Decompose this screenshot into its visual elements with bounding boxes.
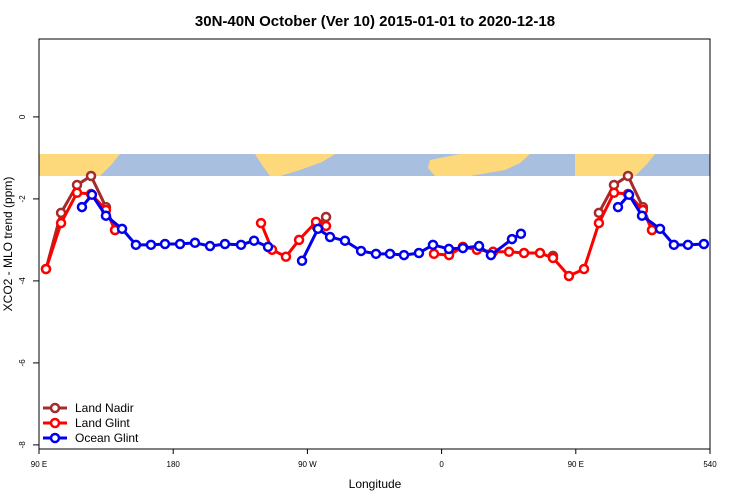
point <box>320 211 332 223</box>
x-tick-label: 90 E <box>568 460 584 469</box>
point <box>100 210 112 221</box>
point <box>506 233 518 245</box>
point <box>413 247 425 259</box>
point <box>71 187 83 198</box>
x-tick-label: 90 W <box>298 460 317 469</box>
point <box>668 239 680 251</box>
x-tick-label: 90 E <box>31 460 47 469</box>
point <box>698 238 710 250</box>
point <box>174 238 186 250</box>
series-line <box>44 173 654 270</box>
point <box>682 239 694 251</box>
point <box>159 238 171 250</box>
point <box>485 249 497 261</box>
point <box>473 240 485 252</box>
x-tick-label: 0 <box>439 460 444 469</box>
y-tick-label: -8 <box>18 441 27 449</box>
point <box>255 217 267 229</box>
point <box>235 239 247 251</box>
point <box>370 248 382 260</box>
point <box>384 248 396 260</box>
point <box>515 228 527 239</box>
point <box>428 248 440 260</box>
point <box>646 224 658 236</box>
y-tick-label: 0 <box>18 114 27 119</box>
point <box>320 220 332 232</box>
point <box>219 238 231 250</box>
point <box>443 243 455 255</box>
map-band <box>39 154 710 176</box>
point <box>248 235 260 246</box>
point <box>355 245 367 257</box>
x-tick-label: 540 <box>703 460 717 469</box>
point <box>457 242 469 254</box>
point <box>593 217 605 229</box>
point <box>293 234 305 246</box>
point <box>324 231 336 243</box>
legend-marker <box>49 417 61 429</box>
point <box>76 201 88 213</box>
point <box>622 170 634 182</box>
point <box>623 189 635 201</box>
plot-frame <box>38 38 711 450</box>
point <box>189 237 201 249</box>
point <box>534 247 546 259</box>
point <box>262 241 274 253</box>
point <box>654 223 666 235</box>
y-axis-label: XCO2 - MLO trend (ppm) <box>1 177 15 312</box>
point <box>547 252 559 264</box>
point <box>40 263 52 275</box>
y-tick-label: -4 <box>18 277 27 285</box>
x-axis-label: Longitude <box>349 477 402 491</box>
point <box>398 249 410 261</box>
y-tick-label: -2 <box>18 195 27 203</box>
point <box>339 235 351 246</box>
point <box>280 251 292 262</box>
legend-label: Ocean Glint <box>75 431 139 445</box>
point <box>563 270 575 282</box>
point <box>55 217 67 229</box>
point <box>312 223 324 235</box>
point <box>145 239 157 251</box>
point <box>503 246 515 258</box>
y-tick-label: -6 <box>18 359 27 367</box>
point <box>86 189 98 201</box>
legend-label: Land Nadir <box>75 401 134 415</box>
legend-marker <box>49 432 61 444</box>
point <box>130 239 142 251</box>
point <box>578 263 590 275</box>
point <box>636 210 648 221</box>
point <box>116 223 128 235</box>
point <box>296 255 308 267</box>
point <box>608 187 620 198</box>
chart-title: 30N-40N October (Ver 10) 2015-01-01 to 2… <box>195 13 555 30</box>
point <box>85 170 97 182</box>
x-tick-label: 180 <box>167 460 181 469</box>
legend-label: Land Glint <box>75 416 130 430</box>
point <box>518 247 530 259</box>
legend-marker <box>49 402 61 414</box>
point <box>612 201 624 213</box>
point <box>204 240 216 252</box>
series-line <box>44 191 654 278</box>
point <box>427 239 439 251</box>
